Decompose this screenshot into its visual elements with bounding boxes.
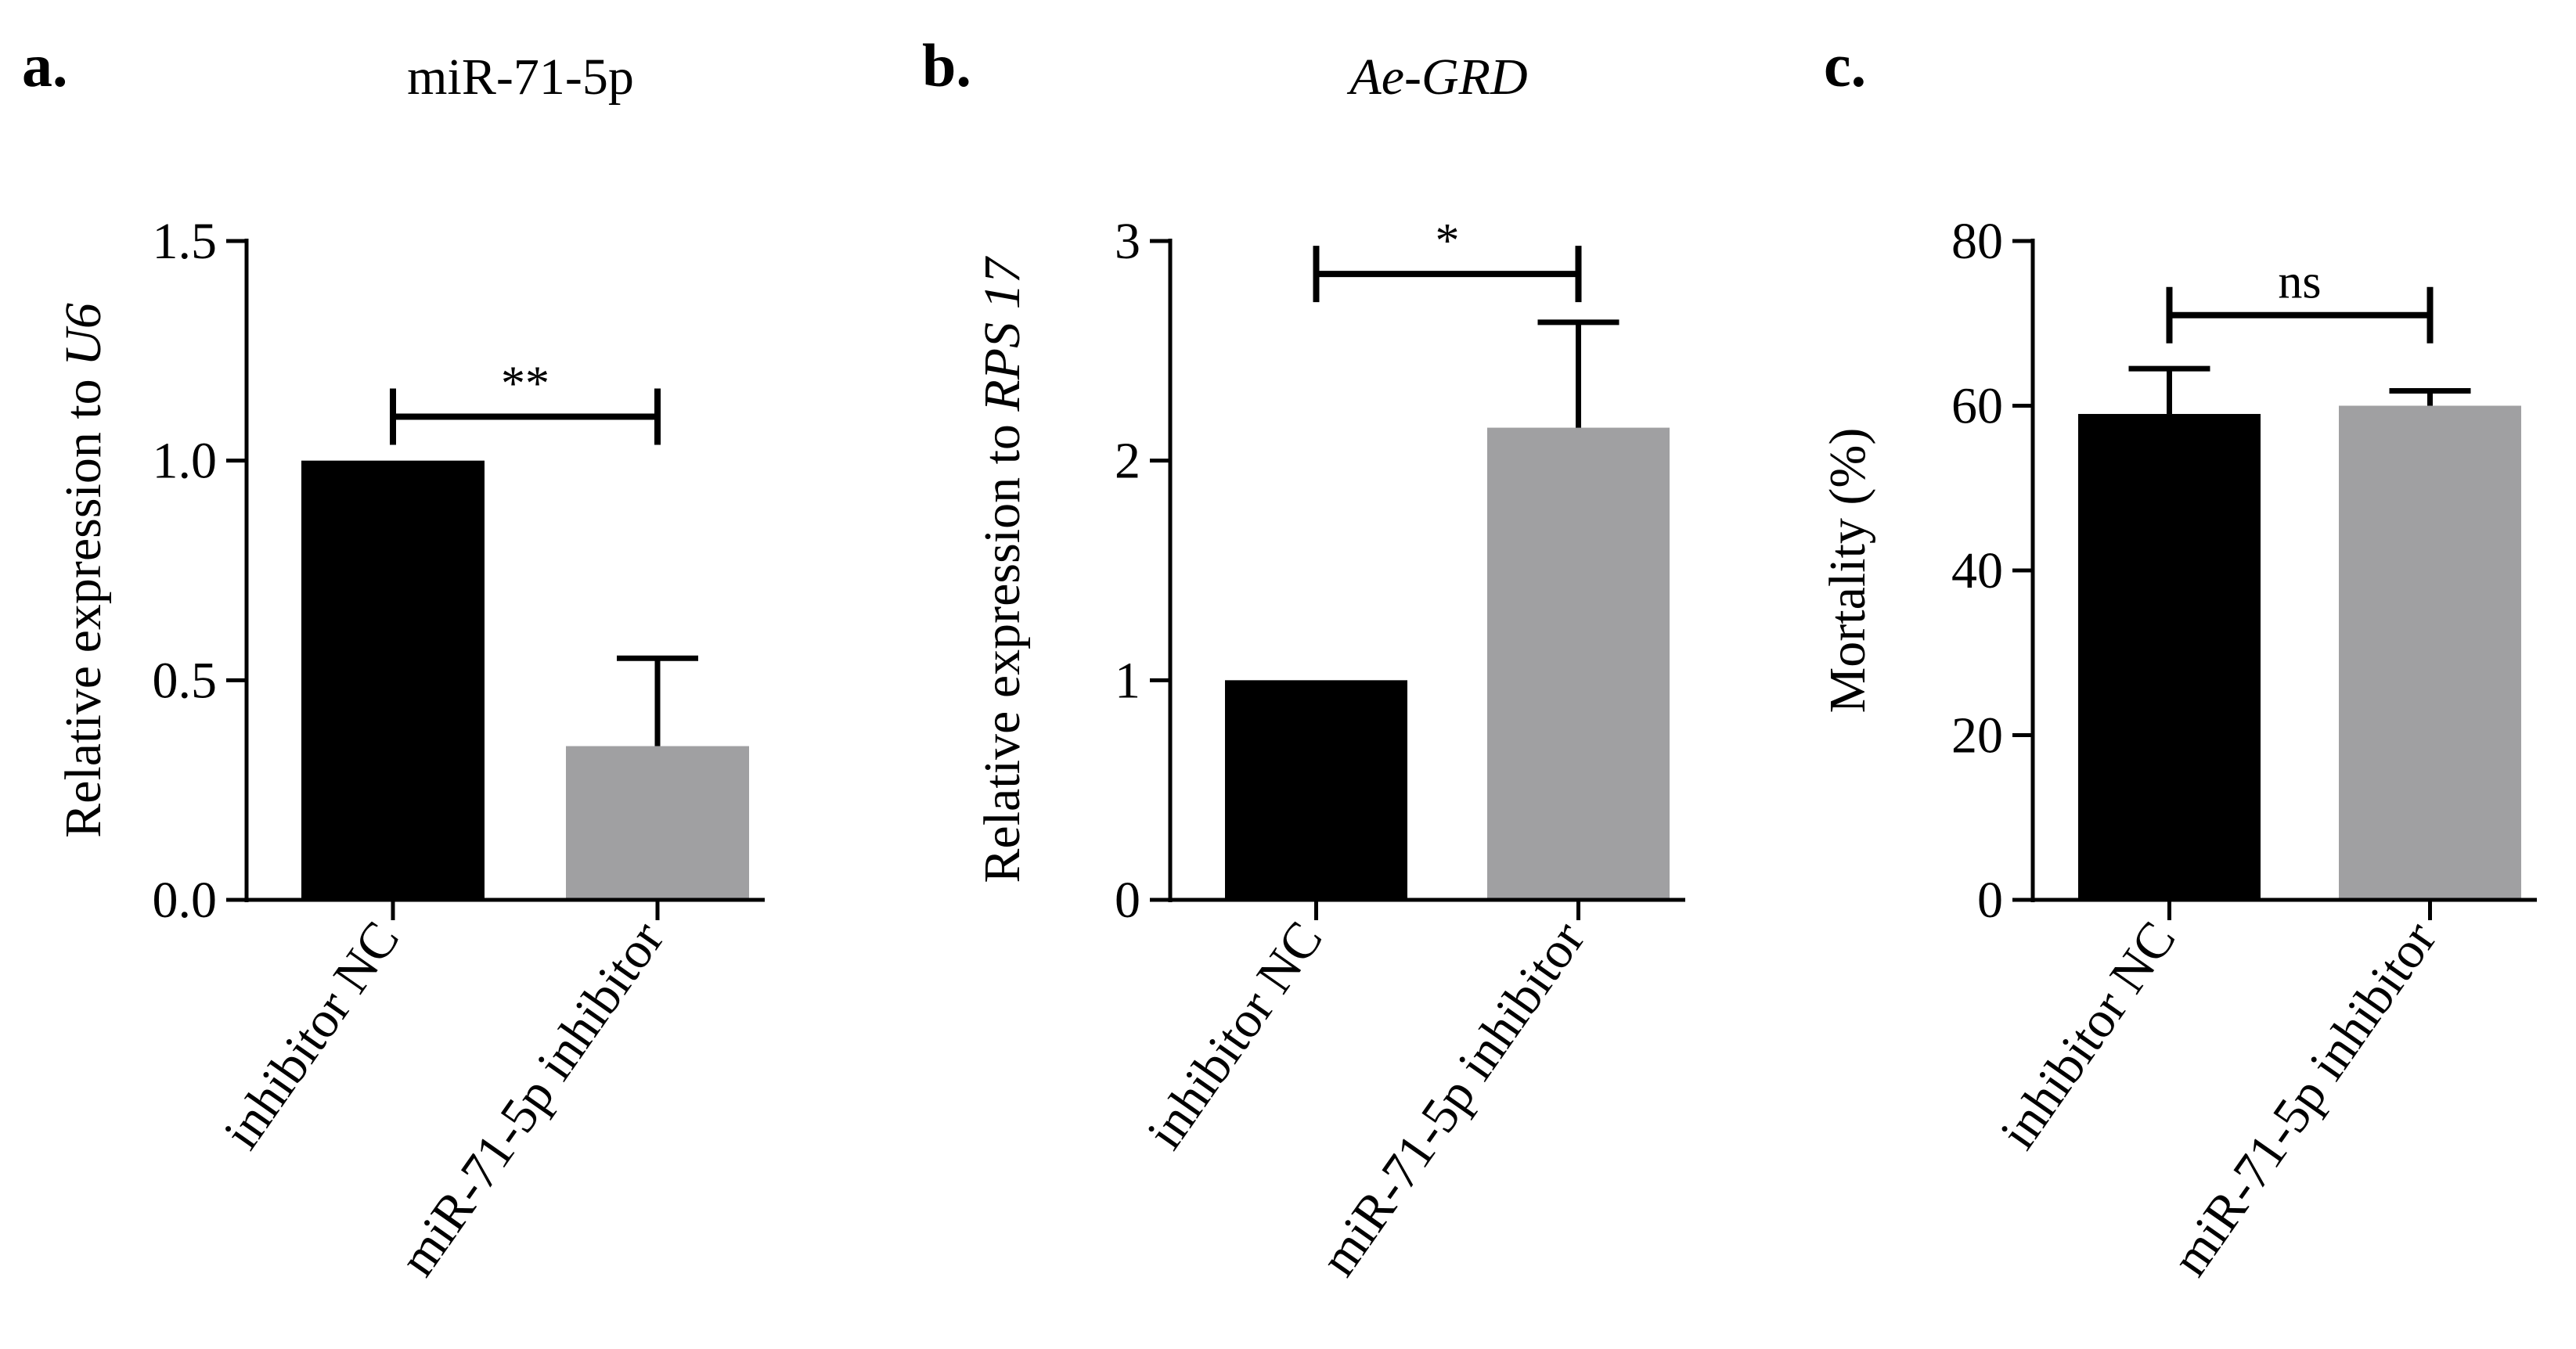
x-category-label: inhibitor NC xyxy=(1137,912,1334,1160)
x-category-label: inhibitor NC xyxy=(213,912,410,1160)
panel-letter: b. xyxy=(922,31,971,99)
y-axis-label-text: Relative expression to xyxy=(974,412,1031,883)
chart-panel-2: b. Ae-GRD Relative expression to RPS 17 0 1 2… xyxy=(922,31,1685,1286)
chart-panel-1: a. miR-71-5p Relative expression to U6 0.0 0… xyxy=(22,31,765,1286)
y-tick-label: 1.0 xyxy=(153,433,218,490)
y-tick-label: 0 xyxy=(1977,872,2003,929)
x-category-label: miR-71-5p inhibitor xyxy=(1310,912,1596,1286)
x-category-label: inhibitor NC xyxy=(1990,912,2187,1160)
y-tick-label: 1.5 xyxy=(153,213,218,270)
chart-title: Ae-GRD xyxy=(1346,49,1527,106)
y-axis-label: Mortality (%) xyxy=(1819,428,1876,714)
y-tick-label: 0 xyxy=(1115,872,1140,929)
bar-mir-71-5p-inhibitor xyxy=(566,746,749,900)
y-tick-label: 3 xyxy=(1115,213,1140,270)
significance-label: ** xyxy=(501,358,549,411)
bar-inhibitor-nc xyxy=(301,460,485,900)
y-axis-label-italic: U6 xyxy=(55,303,112,366)
significance-label: ns xyxy=(2278,256,2321,309)
y-axis-label-text: Mortality (%) xyxy=(1819,428,1876,714)
significance-label: * xyxy=(1436,214,1460,268)
y-tick-label: 0.5 xyxy=(153,652,218,709)
bar-mir-71-5p-inhibitor xyxy=(2339,405,2521,900)
bar-inhibitor-nc xyxy=(2078,414,2261,900)
y-tick-label: 20 xyxy=(1951,707,2003,764)
panel-letter: a. xyxy=(22,31,68,99)
y-axis-label: Relative expression to U6 xyxy=(55,303,112,838)
chart-panel-3: c. Mortality (%) 0 20 40 60 80 inhibitor NCmiR-… xyxy=(1819,31,2537,1286)
x-category-label: miR-71-5p inhibitor xyxy=(388,912,675,1286)
y-axis-label: Relative expression to RPS 17 xyxy=(974,255,1031,883)
bar-mir-71-5p-inhibitor xyxy=(1487,427,1670,900)
y-tick-label: 80 xyxy=(1951,213,2003,270)
bar-inhibitor-nc xyxy=(1225,680,1407,900)
y-tick-label: 2 xyxy=(1115,433,1140,490)
y-tick-label: 60 xyxy=(1951,378,2003,435)
chart-title: miR-71-5p xyxy=(407,49,634,106)
y-tick-label: 0.0 xyxy=(153,872,218,929)
y-axis-label-text: Relative expression to xyxy=(55,366,112,838)
y-axis-label-italic: RPS 17 xyxy=(974,255,1031,412)
y-tick-label: 1 xyxy=(1115,652,1140,709)
panel-letter: c. xyxy=(1824,31,1866,99)
x-category-label: miR-71-5p inhibitor xyxy=(2161,912,2448,1286)
y-tick-label: 40 xyxy=(1951,542,2003,599)
